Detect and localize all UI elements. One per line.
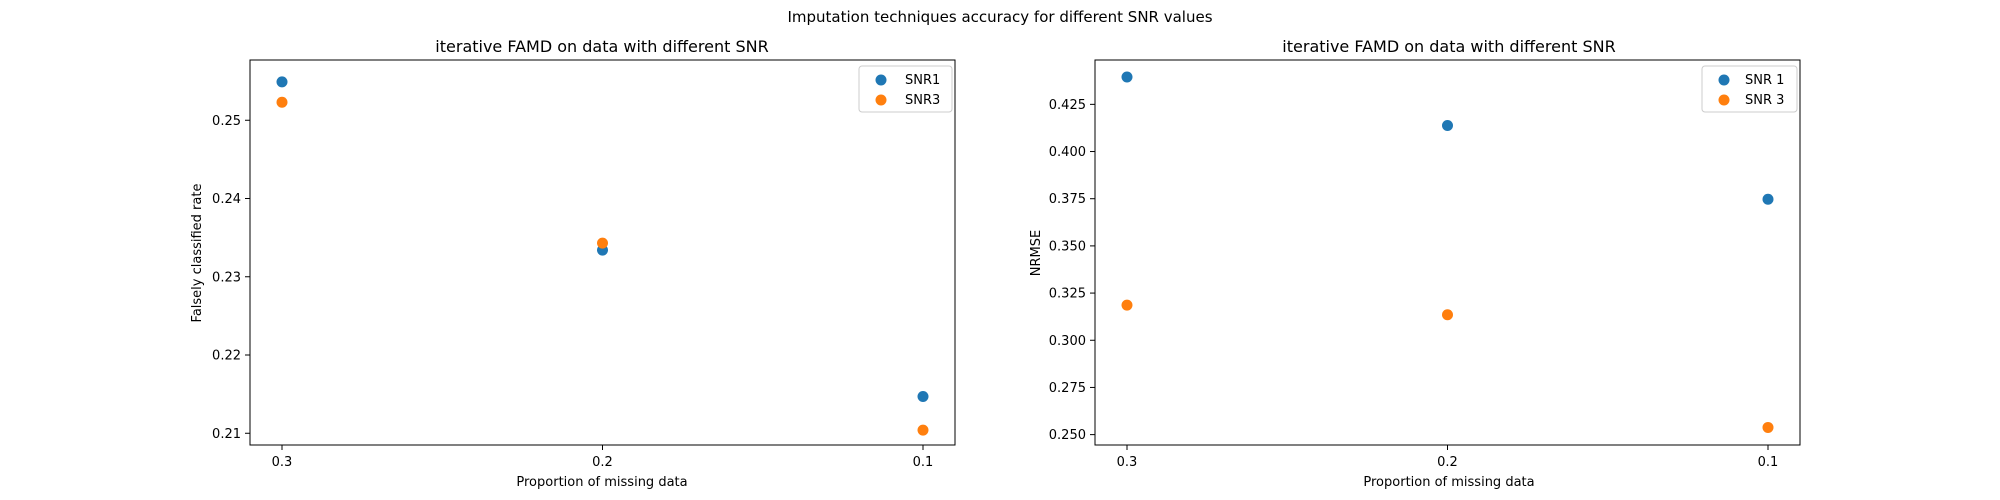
right-legend-label-snr3: SNR 3 (1745, 93, 1784, 108)
left-legend-marker-snr1 (875, 74, 887, 86)
left-point-series2-0.1 (917, 424, 929, 436)
right-point-series2-0.2 (1442, 309, 1453, 321)
right-legend-label-snr1: SNR 1 (1745, 73, 1784, 88)
right-ytick-label: 0.350 (1049, 239, 1086, 254)
right-xtick-label: 0.2 (1437, 455, 1458, 470)
left-panel-xlabel: Proportion of missing data (516, 475, 687, 490)
right-ytick-label: 0.250 (1049, 428, 1086, 443)
right-legend: SNR 1 SNR 3 (1701, 65, 1798, 113)
right-panel-xlabel: Proportion of missing data (1363, 475, 1534, 490)
right-legend-marker-snr1 (1718, 74, 1730, 86)
right-plot-frame (1094, 59, 1801, 446)
left-ytick-label: 0.21 (212, 427, 241, 442)
left-ytick-label: 0.22 (212, 349, 241, 364)
left-ytick-label: 0.24 (212, 192, 241, 207)
right-panel-title: iterative FAMD on data with different SN… (1282, 37, 1615, 56)
left-panel-ylabel: Falsely classified rate (190, 184, 205, 323)
right-panel-ylabel: NRMSE (1029, 230, 1044, 276)
right-plot-area: 0.3 0.2 0.1 0.250 0.275 0.300 0.325 0.350 0.375 0… (1049, 59, 1801, 470)
right-xtick-label: 0.3 (1117, 455, 1138, 470)
right-point-series2-0.3 (1121, 299, 1133, 311)
left-panel: iterative FAMD on data with different SN… (190, 37, 956, 490)
right-point-series1-0.3 (1121, 71, 1133, 83)
left-point-series1-0.1 (917, 390, 929, 402)
left-xtick-label: 0.1 (913, 455, 934, 470)
right-point-series1-0.1 (1762, 193, 1774, 205)
left-legend-label-snr1: SNR1 (905, 73, 940, 88)
left-point-series1-0.3 (276, 76, 288, 88)
right-ytick-label: 0.325 (1049, 287, 1086, 302)
left-point-series2-0.3 (276, 96, 288, 108)
right-ytick-label: 0.300 (1049, 334, 1086, 349)
right-point-series1-0.2 (1442, 119, 1453, 131)
right-ytick-label: 0.275 (1049, 381, 1086, 396)
right-ytick-label: 0.400 (1049, 145, 1086, 160)
right-xtick-label: 0.1 (1758, 455, 1779, 470)
right-ytick-label: 0.425 (1049, 98, 1086, 113)
left-legend-marker-snr3 (875, 94, 887, 106)
right-ytick-label: 0.375 (1049, 192, 1086, 207)
left-legend-label-snr3: SNR3 (905, 93, 940, 108)
right-legend-marker-snr3 (1718, 94, 1730, 106)
left-panel-title: iterative FAMD on data with different SN… (435, 37, 768, 56)
right-point-series2-0.1 (1762, 421, 1774, 433)
right-panel: iterative FAMD on data with different SN… (1029, 37, 1801, 490)
left-point-series2-0.2 (597, 237, 608, 249)
left-xtick-label: 0.2 (592, 455, 613, 470)
left-xtick-label: 0.3 (272, 455, 293, 470)
left-ytick-label: 0.23 (212, 270, 241, 285)
figure-title: Imputation techniques accuracy for diffe… (787, 8, 1212, 26)
left-ytick-label: 0.25 (212, 114, 241, 129)
left-legend: SNR1 SNR3 (858, 65, 953, 113)
left-plot-area: 0.3 0.2 0.1 0.21 0.22 0.23 0.24 0.25 (212, 59, 956, 470)
